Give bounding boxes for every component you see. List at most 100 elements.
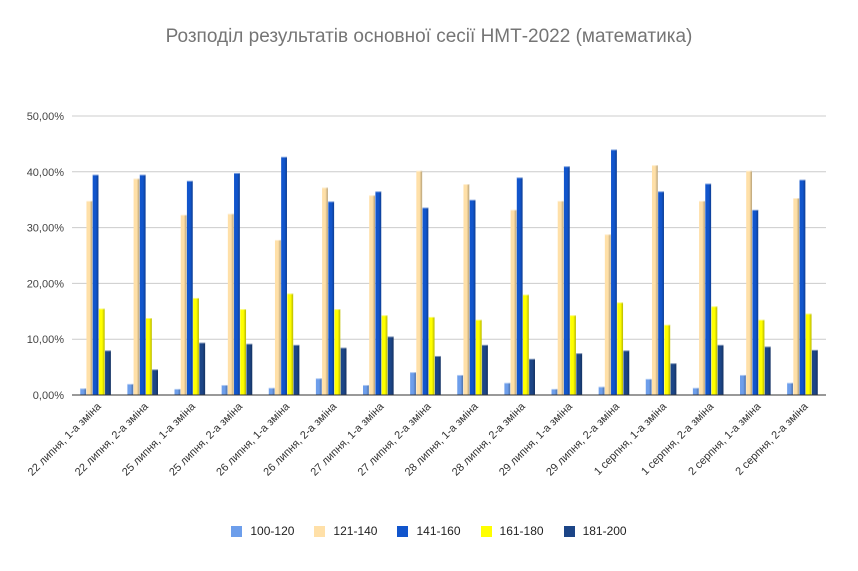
legend-swatch — [231, 525, 243, 537]
bar-top-highlight — [281, 155, 287, 158]
bar-top-highlight — [475, 318, 482, 321]
bar-top-highlight — [381, 314, 388, 317]
bar-shading — [740, 374, 746, 395]
bar-top-highlight — [570, 314, 576, 317]
bar-shading — [268, 387, 275, 395]
bar-top-highlight — [717, 343, 724, 346]
bar-shading — [664, 324, 671, 395]
bar-top-highlight — [334, 308, 341, 311]
bar-shading — [174, 388, 181, 395]
bar-shading — [711, 306, 718, 395]
chart-title: Розподіл результатів основної сесії НМТ-… — [165, 26, 693, 47]
legend-swatch — [314, 525, 326, 537]
bar-shading — [658, 191, 664, 395]
bar-top-highlight — [133, 177, 140, 180]
bar-top-highlight — [274, 238, 281, 241]
bar-top-highlight — [664, 323, 671, 326]
bar-top-highlight — [457, 373, 464, 376]
bar-shading — [557, 200, 564, 395]
bar-shading — [457, 374, 464, 395]
bar-shading — [434, 355, 441, 395]
bar-top-highlight — [598, 385, 605, 388]
bar-top-highlight — [658, 190, 664, 193]
bar-shading — [717, 344, 724, 395]
bar-top-highlight — [645, 377, 652, 380]
bar-top-highlight — [787, 381, 793, 384]
bar-top-highlight — [482, 343, 488, 346]
bar-top-highlight — [287, 292, 294, 295]
legend-item: 100-120 — [231, 524, 294, 538]
bar-shading — [293, 344, 300, 395]
bar-shading — [692, 387, 699, 395]
bar-top-highlight — [186, 179, 193, 182]
bar-shading — [221, 384, 228, 395]
bar-shading — [180, 214, 187, 395]
legend-label: 100-120 — [250, 524, 295, 538]
bar-shading — [340, 347, 347, 395]
y-tick-label: 50,00% — [27, 111, 65, 123]
bar-shading — [670, 363, 677, 395]
bar-top-highlight — [322, 186, 328, 189]
legend-item: 181-200 — [563, 524, 627, 538]
bar-top-highlight — [375, 190, 382, 193]
legend-swatch — [397, 525, 409, 537]
bar-shading — [805, 313, 812, 395]
bar-top-highlight — [246, 342, 253, 345]
bar-top-highlight — [98, 307, 105, 310]
bar-top-highlight — [764, 345, 771, 348]
bar-shading — [274, 239, 281, 395]
legend-swatch — [563, 525, 575, 537]
bar-top-highlight — [363, 383, 369, 386]
bar-shading — [92, 174, 99, 395]
bar-top-highlight — [522, 293, 529, 296]
bar-top-highlight — [529, 357, 535, 360]
bar-shading — [651, 165, 658, 395]
bar-top-highlight — [651, 164, 658, 167]
bar-shading — [611, 149, 617, 395]
bar-top-highlight — [504, 381, 511, 384]
bar-top-highlight — [752, 208, 759, 211]
legend-swatch — [480, 525, 492, 537]
bar-top-highlight — [221, 383, 228, 386]
bar-top-highlight — [811, 348, 818, 351]
bar-top-highlight — [315, 377, 322, 380]
bar-top-highlight — [799, 178, 806, 181]
bar-shading — [375, 191, 382, 395]
bar-shading — [699, 200, 705, 395]
legend: 100-120 121-140 141-160 161-180 181-200 — [0, 524, 858, 538]
bar-top-highlight — [227, 212, 234, 215]
bar-shading — [246, 343, 253, 395]
legend-label: 161-180 — [499, 524, 544, 538]
bar-shading — [799, 179, 806, 395]
bar-top-highlight — [711, 305, 718, 308]
bar-shading — [410, 372, 416, 395]
bar-top-highlight — [410, 371, 416, 374]
bar-top-highlight — [746, 169, 753, 172]
bar-top-highlight — [268, 386, 275, 389]
legend-label: 121-140 — [333, 524, 378, 538]
bar-shading — [570, 315, 576, 395]
bar-shading — [752, 209, 759, 395]
bar-shading — [363, 384, 369, 395]
bar-shading — [193, 297, 199, 395]
bar-top-highlight — [699, 199, 705, 202]
y-tick-label: 30,00% — [27, 223, 65, 235]
bar-top-highlight — [793, 197, 800, 200]
bar-shading — [510, 209, 517, 395]
bar-shading — [139, 174, 146, 395]
bar-shading — [746, 170, 753, 395]
legend-item: 141-160 — [397, 524, 461, 538]
bar-shading — [598, 386, 605, 395]
bar-shading — [529, 358, 535, 395]
bar-shading — [186, 180, 193, 395]
bar-top-highlight — [463, 183, 470, 186]
bar-shading — [234, 172, 240, 395]
bar-shading — [504, 382, 511, 395]
bar-shading — [145, 317, 152, 395]
bar-shading — [793, 198, 800, 395]
bar-shading — [387, 336, 394, 395]
bar-shading — [334, 309, 341, 395]
bar-top-highlight — [516, 176, 523, 179]
bar-shading — [645, 378, 652, 395]
bar-top-highlight — [139, 173, 146, 176]
